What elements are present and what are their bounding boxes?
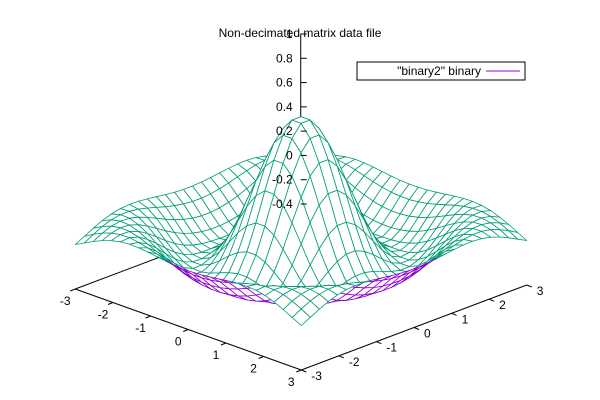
y-tick-label: -2 [349, 355, 360, 369]
x-tick-label: -3 [60, 294, 71, 308]
y-tick-mark [413, 327, 420, 330]
x-tick-label: 2 [250, 362, 257, 376]
x-tick-label: -1 [135, 321, 146, 335]
y-tick-label: 2 [499, 298, 506, 312]
legend-box [356, 61, 526, 81]
x-tick-label: 1 [213, 348, 220, 362]
legend-label: "binary2" binary [397, 64, 481, 78]
x-tick-label: 0 [175, 335, 182, 349]
z-tick-label: 0.4 [276, 100, 293, 114]
z-tick-label: 0.8 [276, 51, 293, 65]
y-tick-mark [376, 341, 382, 345]
z-tick-label: 0.2 [276, 124, 293, 138]
z-tick-label: 0 [286, 148, 293, 162]
x-tick-label: -2 [98, 308, 109, 322]
y-tick-label: 1 [462, 312, 469, 326]
z-tick-label: 0.6 [276, 76, 293, 90]
z-tick-label: -0.4 [272, 197, 293, 211]
surface-mesh [74, 116, 528, 326]
legend: "binary2" binary [356, 61, 526, 81]
y-tick-label: -3 [311, 369, 322, 383]
tick-labels: -3 -2 -1 0 1 2 3 -3 -2 -1 0 1 2 3 -0.4 -0.2 0 0.2 0.4 0.6 0.… [60, 27, 544, 389]
x-tick-mark [296, 369, 302, 373]
x-tick-mark [107, 302, 114, 305]
x-tick-mark [258, 356, 264, 359]
y-tick-label: 3 [537, 284, 544, 298]
x-tick-mark [220, 342, 227, 346]
y-tick-mark [451, 312, 457, 316]
chart-title: Non-decimated matrix data file [219, 26, 382, 40]
x-tick-mark [145, 315, 151, 319]
y-tick-label: 0 [424, 327, 431, 341]
y-tick-mark [301, 369, 307, 373]
y-tick-mark [488, 298, 495, 302]
x-tick-mark [70, 288, 76, 292]
y-tick-mark [338, 355, 345, 359]
y-tick-label: -1 [386, 341, 397, 355]
x-tick-label: 3 [288, 375, 295, 389]
x-tick-mark [183, 329, 189, 332]
mesh-cell [291, 308, 311, 326]
z-tick-label: 1 [286, 27, 293, 41]
y-tick-mark [526, 284, 532, 288]
z-tick-label: -0.2 [272, 173, 293, 187]
